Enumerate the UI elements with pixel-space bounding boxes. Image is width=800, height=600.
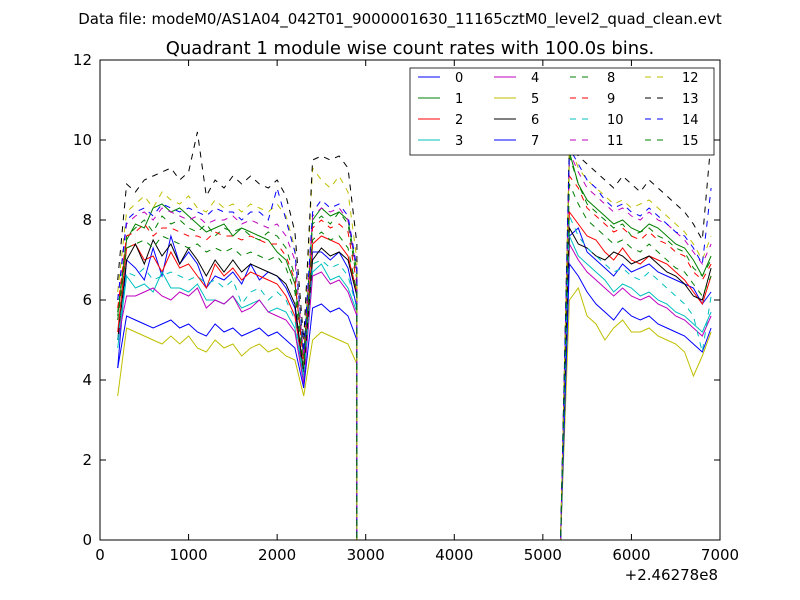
y-tick-label: 4: [82, 371, 92, 389]
x-tick-label: 1000: [169, 546, 207, 564]
legend-label-2: 2: [455, 113, 463, 128]
series-lines: [117, 131, 712, 541]
legend-label-10: 10: [607, 113, 624, 128]
series-line-4: [117, 242, 712, 541]
legend-label-14: 14: [682, 113, 699, 128]
legend-label-11: 11: [607, 134, 624, 149]
legend-label-6: 6: [531, 113, 539, 128]
legend-label-5: 5: [531, 92, 539, 107]
legend-label-4: 4: [531, 71, 539, 86]
legend-label-13: 13: [682, 92, 699, 107]
figure-suptitle: Data file: modeM0/AS1A04_042T01_90000016…: [78, 10, 722, 29]
series-line-12: [117, 143, 712, 541]
x-tick-label: 5000: [524, 546, 562, 564]
x-tick-label: 6000: [612, 546, 650, 564]
series-line-11: [117, 151, 712, 541]
legend-label-12: 12: [682, 71, 699, 86]
y-tick-label: 10: [73, 131, 92, 149]
x-tick-label: 7000: [701, 546, 739, 564]
x-axis: 0 1000 2000 3000 4000 5000 6000 7000: [95, 60, 739, 564]
x-tick-label: 0: [95, 546, 105, 564]
series-line-3: [117, 235, 712, 541]
series-line-14: [117, 146, 712, 541]
x-offset-label: +2.46278e8: [625, 566, 718, 584]
chart-title: Quadrant 1 module wise count rates with …: [166, 38, 655, 59]
legend-label-15: 15: [682, 134, 699, 149]
series-line-13: [117, 131, 712, 541]
y-tick-label: 8: [82, 211, 92, 229]
y-tick-label: 6: [82, 291, 92, 309]
series-line-2: [117, 210, 712, 541]
legend-label-1: 1: [455, 92, 463, 107]
legend-label-0: 0: [455, 71, 463, 86]
y-tick-label: 0: [82, 531, 92, 549]
legend-label-7: 7: [531, 134, 539, 149]
series-line-9: [117, 174, 712, 541]
series-line-0: [117, 227, 712, 541]
y-tick-label: 2: [82, 451, 92, 469]
series-line-15: [117, 183, 712, 541]
series-line-7: [117, 262, 712, 541]
series-line-5: [117, 286, 712, 541]
legend-label-9: 9: [607, 92, 615, 107]
legend-box: [409, 67, 715, 156]
legend-label-3: 3: [455, 134, 463, 149]
series-line-8: [117, 155, 712, 541]
series-line-6: [117, 226, 712, 541]
x-tick-label: 2000: [258, 546, 296, 564]
x-tick-label: 4000: [435, 546, 473, 564]
x-tick-label: 3000: [347, 546, 385, 564]
series-line-1: [117, 151, 712, 541]
y-tick-label: 12: [73, 51, 92, 69]
legend-label-8: 8: [607, 71, 615, 86]
